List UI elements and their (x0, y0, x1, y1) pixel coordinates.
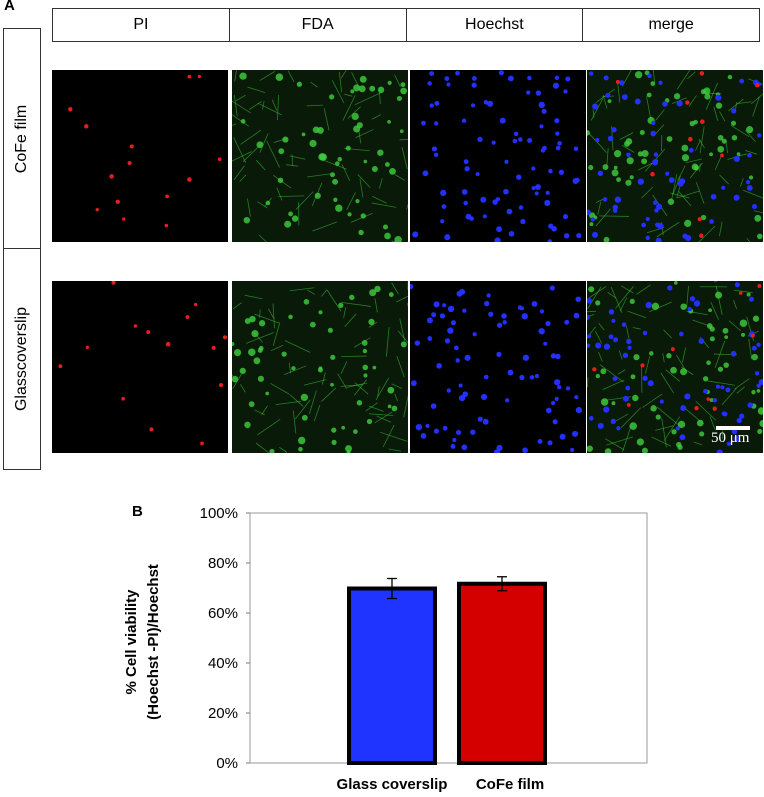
column-header-fda: FDA (230, 9, 407, 41)
panel-a-label: A (4, 0, 15, 14)
bar-cofe-film (457, 581, 547, 765)
x-category-label: CoFe film (476, 776, 544, 793)
y-tick-label: 20% (208, 705, 238, 722)
micrograph-cofe-pi (52, 70, 228, 242)
x-category-label: Glass coverslip (337, 776, 448, 793)
viability-bar-chart: 0% 20% 40% 60% 80% 100% Glass coverslip CoFe f… (123, 505, 648, 793)
micrograph-cofe-hoechst (410, 70, 586, 242)
micrograph-cofe-merge (587, 70, 763, 242)
y-tick-label: 40% (208, 655, 238, 672)
y-tick-label: 60% (208, 605, 238, 622)
row-label-cofe-film: CoFe film (3, 28, 41, 250)
scale-bar (716, 426, 750, 430)
panel-b-label: B (132, 503, 143, 520)
bar-glass-coverslip (347, 586, 437, 765)
y-axis-label-line1: % Cell viability (123, 589, 140, 695)
micrograph-glass-hoechst (410, 281, 586, 453)
micrograph-glass-fda (232, 281, 408, 453)
micrograph-glass-merge (587, 281, 763, 453)
column-header-hoechst: Hoechst (407, 9, 584, 41)
column-header-row: PI FDA Hoechst merge (52, 8, 760, 42)
column-header-pi: PI (53, 9, 230, 41)
y-tick-label: 0% (216, 755, 238, 772)
row-label-glass-coverslip: Glasscoverslip (3, 248, 41, 470)
y-tick-label: 80% (208, 555, 238, 572)
column-header-merge: merge (648, 16, 694, 33)
plot-frame (249, 512, 648, 764)
micrograph-cofe-fda (232, 70, 408, 242)
y-axis-label-line2: (Hoechst -PI)/Hoechst (145, 564, 162, 720)
scale-bar-label: 50 μm (711, 430, 750, 446)
micrograph-glass-pi (52, 281, 228, 453)
y-tick-label: 100% (200, 505, 238, 522)
